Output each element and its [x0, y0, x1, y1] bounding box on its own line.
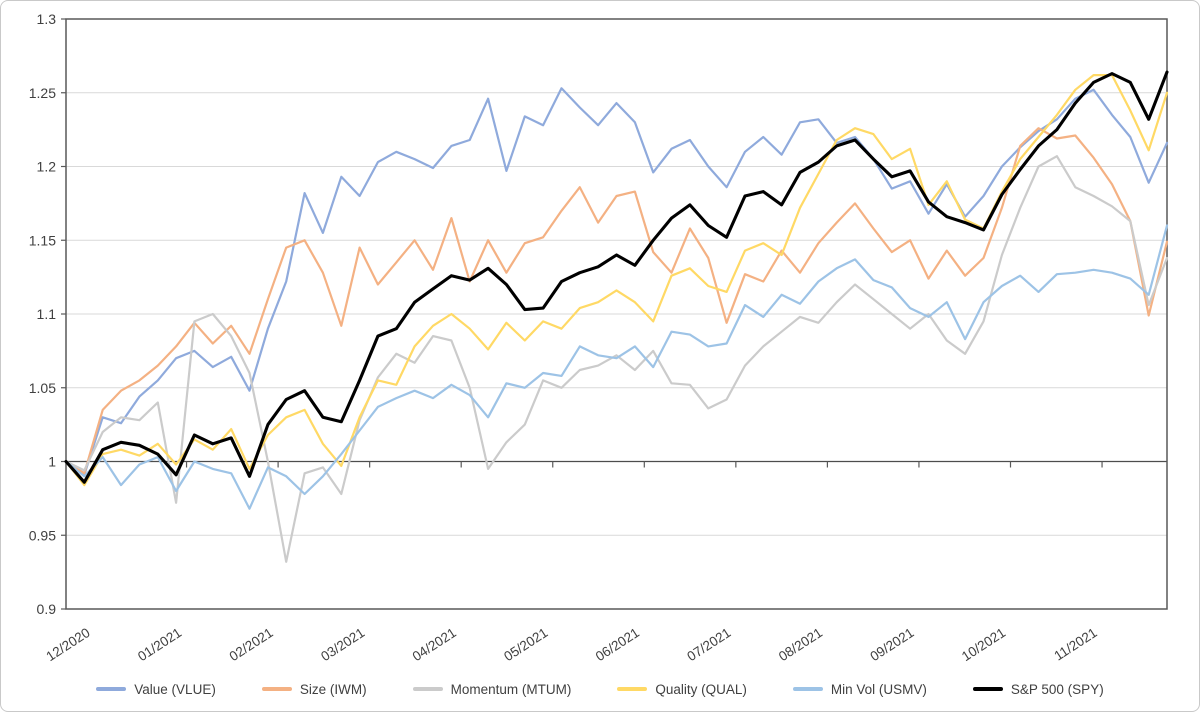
- legend-item-size-iwm: Size (IWM): [261, 681, 367, 697]
- legend-label: Min Vol (USMV): [830, 681, 927, 697]
- legend-label: Quality (QUAL): [655, 681, 747, 697]
- y-axis-label: 1.2: [37, 159, 57, 175]
- legend-item-momentum-mtum: Momentum (MTUM): [412, 681, 572, 697]
- x-axis-label: 04/2021: [410, 625, 459, 664]
- y-axis-label: 0.95: [29, 527, 56, 543]
- x-axis-label: 09/2021: [867, 625, 916, 664]
- series-line-value-vlue: [64, 87, 1169, 476]
- plot-border: [65, 18, 1168, 610]
- x-axis-label: 01/2021: [135, 625, 184, 664]
- x-axis-label: 12/2020: [44, 625, 93, 664]
- y-axis-label: 1.1: [37, 306, 57, 322]
- legend-label: Momentum (MTUM): [450, 681, 572, 697]
- legend-swatch-icon: [617, 687, 648, 691]
- x-axis-label: 07/2021: [684, 625, 733, 664]
- legend-item-quality-qual: Quality (QUAL): [617, 682, 747, 697]
- legend-label: Size (IWM): [299, 681, 367, 697]
- legend-item-value-vlue: Value (VLUE): [96, 682, 216, 697]
- y-axis-label: 0.9: [37, 601, 57, 617]
- y-axis-label: 1.15: [29, 232, 56, 248]
- legend-label: S&P 500 (SPY): [1010, 681, 1104, 697]
- legend-swatch-icon: [792, 687, 823, 691]
- legend-label: Value (VLUE): [134, 681, 216, 697]
- y-axis-label: 1.25: [29, 85, 56, 101]
- x-axis-label: 11/2021: [1051, 625, 1099, 664]
- series-line-s-p-500-spy: [64, 70, 1169, 484]
- legend-swatch-icon: [412, 687, 443, 691]
- x-axis-label: 10/2021: [959, 625, 1008, 664]
- legend-item-min-vol-usmv: Min Vol (USMV): [792, 681, 927, 697]
- y-axis-label: 1.3: [37, 11, 57, 27]
- legend-swatch-icon: [972, 686, 1003, 692]
- y-axis-label: 1.05: [29, 380, 56, 396]
- x-axis-label: 08/2021: [776, 625, 825, 664]
- series-line-momentum-mtum: [64, 155, 1169, 563]
- x-axis-label: 06/2021: [593, 625, 642, 664]
- x-axis-label: 05/2021: [501, 625, 550, 664]
- legend-swatch-icon: [96, 687, 127, 691]
- x-axis-label: 02/2021: [227, 625, 276, 664]
- series-line-quality-qual: [64, 73, 1169, 487]
- y-axis-label: 1: [48, 454, 56, 470]
- x-axis-label: 03/2021: [318, 625, 367, 664]
- legend-swatch-icon: [261, 687, 292, 691]
- legend-item-s-p-500-spy: S&P 500 (SPY): [972, 681, 1104, 697]
- series-line-size-iwm: [64, 127, 1169, 475]
- series-line-min-vol-usmv: [64, 224, 1169, 510]
- chart-legend: Value (VLUE) Size (IWM) Momentum (MTUM) Qua…: [1, 673, 1199, 705]
